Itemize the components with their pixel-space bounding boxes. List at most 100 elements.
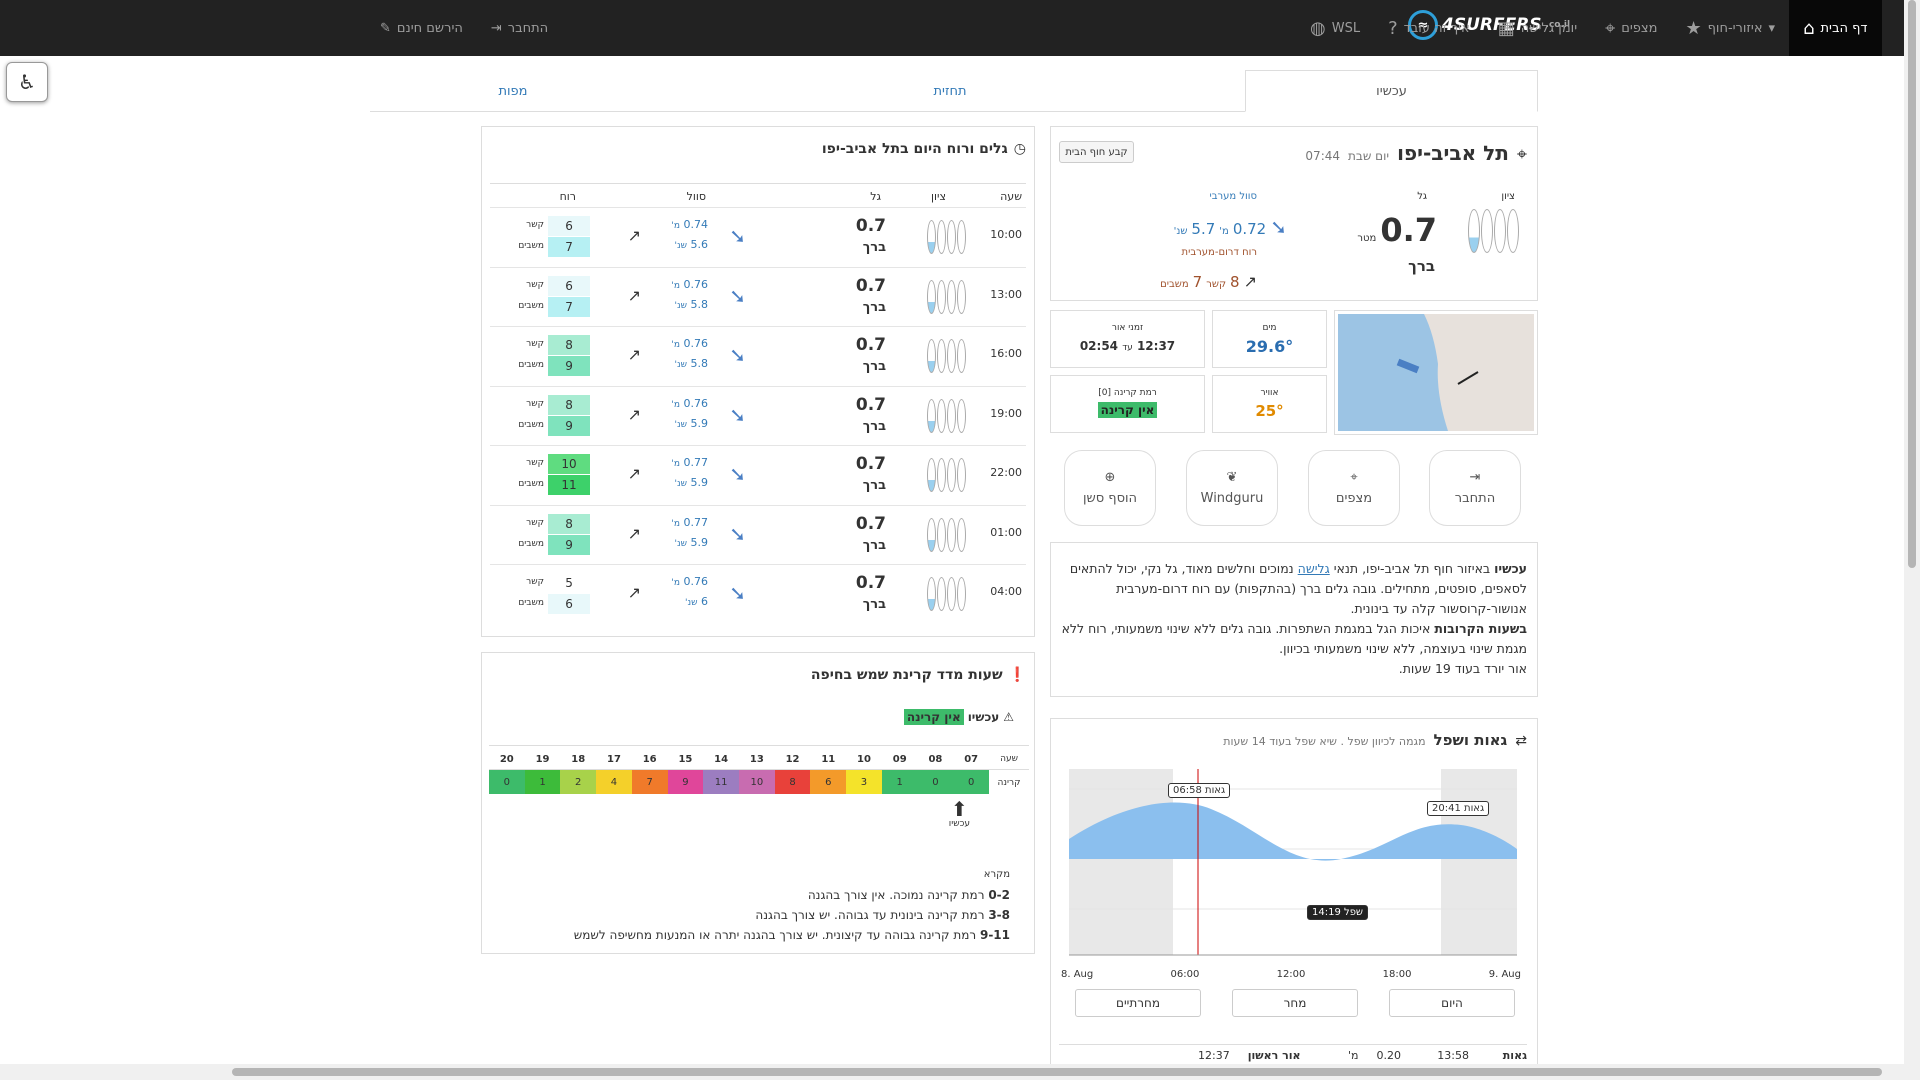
clock-icon: ◷: [1013, 141, 1026, 157]
nav-how[interactable]: ? איך זה עובד: [1374, 0, 1484, 56]
uv-cell: 6: [810, 770, 847, 794]
row-wind-gust: 9: [548, 534, 590, 555]
wind-arrow-icon: ↗: [627, 583, 641, 602]
nav-register-label: הירשם חינם: [396, 20, 463, 36]
pencil-icon: ✎: [380, 20, 391, 36]
action-spots[interactable]: ⌖ מצפים: [1308, 450, 1400, 526]
row-swell-period-unit: שנ': [674, 419, 687, 430]
horizontal-scrollbar[interactable]: [0, 1064, 1904, 1080]
row-swell-period: 5.9: [690, 416, 709, 430]
nav-sessions[interactable]: ▦ יומן גלישה: [1484, 0, 1591, 56]
row-swell-period: 6: [701, 595, 708, 608]
row-swell-height: 0.77: [683, 515, 709, 529]
row-knots-unit: קשר: [526, 339, 544, 349]
nav-register[interactable]: ✎ הירשם חינם: [380, 0, 463, 56]
daylight-label: זמני אור: [1111, 323, 1144, 333]
row-swell-unit: מ': [671, 280, 680, 291]
row-wind-knots: 6: [548, 275, 590, 296]
col-rating: ציון: [1501, 191, 1515, 202]
horizontal-scroll-thumb[interactable]: [232, 1068, 1882, 1076]
tide-high-label-2: גאות 20:41: [1427, 801, 1490, 816]
tab-now[interactable]: עכשיו: [1245, 70, 1538, 112]
forecast-row: 10:00 0.7 ברך ➘ 0.74 מ' 5.6 שנ' ↗ 6 7 קש…: [490, 207, 1026, 265]
tide-table-row: גאות 13:58 0.20 מ' אור ראשון 12:37: [1059, 1044, 1527, 1068]
swell-arrow-icon: ➘: [729, 343, 746, 367]
nav-spots[interactable]: ⌖ מצפים: [1591, 0, 1671, 56]
uv-hour: 19: [535, 753, 550, 765]
row-hour: 04:00: [990, 585, 1022, 598]
summary-next-text: איכות הגל במגמת השתפרות. גובה גלים ללא ש…: [1061, 621, 1527, 656]
spot-map[interactable]: [1334, 310, 1538, 435]
row-wind-knots: 8: [548, 513, 590, 534]
main-tabs: עכשיו תחזית מפות: [370, 70, 1538, 112]
vertical-scroll-thumb[interactable]: [1908, 0, 1916, 568]
swell-period-unit: שנ': [1173, 226, 1188, 237]
row-knots-unit: קשר: [526, 458, 544, 468]
action-spots-label: מצפים: [1335, 491, 1373, 506]
uv-legend-item: 9-11 רמת קרינה גבוהה עד קיצונית. יש צורך…: [574, 925, 1010, 945]
row-swell-period: 5.6: [690, 238, 709, 251]
action-login[interactable]: ⇥ התחבר: [1429, 450, 1521, 526]
uv-cell: 8: [774, 770, 811, 794]
col-wind: רוח: [559, 190, 576, 203]
question-icon: ?: [1388, 17, 1398, 39]
row-wave-desc: ברך: [862, 240, 886, 255]
forecast-title: גלים ורוח היום בתל אביב-יפו: [821, 141, 1008, 157]
uv-legend-range: 0-2: [988, 888, 1010, 902]
nav-home[interactable]: ⌂ דף הבית: [1789, 0, 1882, 56]
tide-high-label-1: גאות 06:58: [1168, 783, 1231, 798]
row-swell-height: 0.76: [683, 575, 709, 588]
swell-arrow-icon: ➘: [729, 224, 746, 248]
row-swell-period-unit: שנ': [674, 360, 687, 370]
tab-forecast[interactable]: תחזית: [933, 83, 967, 99]
row-wave: 0.7: [855, 454, 886, 474]
set-home-button[interactable]: קבע חוף הבית: [1059, 141, 1134, 163]
row-swell-height: 0.74: [683, 218, 709, 231]
nav-sessions-label: יומן גלישה: [1520, 20, 1578, 36]
nav-login[interactable]: ⇥ התחבר: [491, 0, 548, 56]
row-wave-desc: ברך: [862, 537, 886, 553]
wave-height: 0.7: [1380, 211, 1437, 249]
row-gust-unit: משבים: [518, 538, 544, 549]
swell-period: 5.7: [1191, 220, 1216, 238]
uv-hour: 12: [785, 753, 800, 765]
tide-tomorrow-button[interactable]: מחר: [1232, 989, 1358, 1017]
action-windguru-label: Windguru: [1200, 491, 1264, 506]
wave-desc: ברך: [1408, 257, 1435, 275]
uv-legend-text: רמת קרינה בינונית עד גבוהה. יש צורך בהגנ…: [755, 908, 985, 922]
summary-panel: עכשיו באיזור חוף תל אביב-יפו, תנאי גלישה…: [1050, 542, 1538, 697]
uv-legend-range: 3-8: [988, 908, 1010, 922]
uv-title: שעות מדד קרינת שמש בחיפה: [810, 667, 1003, 683]
row-gust-unit: משבים: [518, 360, 544, 370]
nav-regions[interactable]: ★ איזורי-חוף ▾: [1671, 0, 1789, 56]
row-swell-height: 0.76: [683, 396, 709, 410]
surfing-link[interactable]: גלישה: [1297, 561, 1330, 576]
uv-hour: 14: [714, 753, 729, 765]
tide-today-button[interactable]: היום: [1389, 989, 1515, 1017]
accessibility-button[interactable]: ♿: [6, 62, 48, 102]
uv-panel: ❗ שעות מדד קרינת שמש בחיפה ⚠ עכשיו אין ק…: [481, 652, 1035, 954]
home-icon: ⌂: [1803, 17, 1815, 39]
uv-hour: 08: [928, 753, 943, 765]
action-windguru[interactable]: ❦ Windguru: [1186, 450, 1278, 526]
row-wind-gust: 7: [548, 237, 590, 257]
nav-wsl[interactable]: ◍ WSL: [1296, 0, 1374, 56]
row-swell-unit: מ': [671, 340, 680, 350]
water-temp: 29.6°: [1245, 337, 1294, 356]
uv-hour: 20: [499, 753, 514, 765]
swell-arrow-icon: ➘: [729, 462, 746, 486]
row-wind-knots: 8: [548, 335, 590, 355]
row-hour: 16:00: [990, 347, 1022, 360]
login-icon: ⇥: [1469, 470, 1481, 485]
row-wind-knots: 8: [548, 394, 590, 415]
row-wave-desc: ברך: [862, 359, 886, 374]
action-add-session[interactable]: ⊕ הוסף סשן: [1064, 450, 1156, 526]
tide-after-button[interactable]: מחרתיים: [1075, 989, 1201, 1017]
brand-text: 4SURFERS: [1442, 15, 1542, 35]
vertical-scrollbar[interactable]: [1904, 0, 1920, 1080]
site-logo[interactable]: ≈ 4SURFERS .co.il: [1408, 10, 1570, 40]
uv-hour: 15: [678, 753, 693, 765]
forecast-row: 04:00 0.7 ברך ➘ 0.76 מ' 6 שנ' ↗ 5 6 קשר …: [490, 564, 1026, 622]
row-knots-unit: קשר: [526, 577, 544, 587]
tab-maps[interactable]: מפות: [498, 83, 528, 99]
